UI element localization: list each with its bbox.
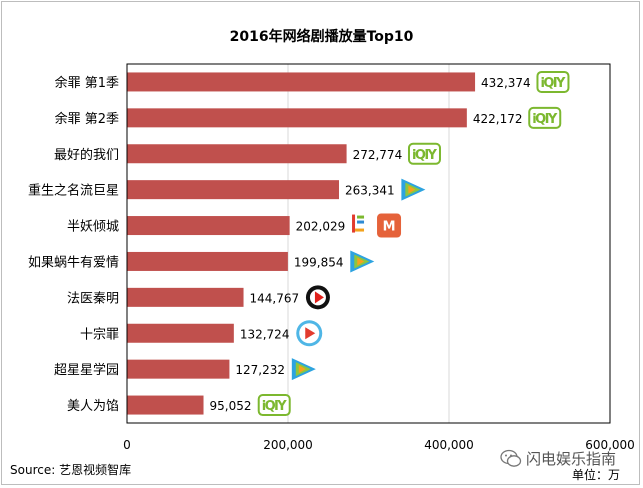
iqiyi-logo-mark: iQIY <box>262 399 288 414</box>
platform-logo-letv+mgtv: M <box>352 213 402 238</box>
value-label: 272,774 <box>353 148 403 162</box>
platform-logo-iqiyi: iQIY <box>257 394 291 417</box>
bar-0 <box>127 72 476 92</box>
iqiyi-logo-mark: iQIY <box>412 148 438 163</box>
iqiyi-logo-frame <box>257 394 291 417</box>
bar-4 <box>127 216 290 236</box>
category-label: 如果蜗牛有爱情 <box>28 254 119 270</box>
value-label: 127,232 <box>235 363 285 377</box>
x-tick-label: 200,000 <box>263 438 313 452</box>
value-label: 263,341 <box>345 184 395 198</box>
category-label: 余罪 第1季 <box>55 75 119 91</box>
platform-logo-tencent-video <box>291 358 316 381</box>
platform-logo-iqiyi: iQIY <box>407 142 441 165</box>
category-label: 重生之名流巨星 <box>28 183 119 199</box>
mgtv-logo-tile <box>377 213 402 238</box>
x-tick-label: 0 <box>123 438 131 452</box>
bar-6 <box>127 287 244 307</box>
value-label: 422,172 <box>473 112 523 126</box>
value-label: 144,767 <box>250 291 300 305</box>
letv-logo-bar-3 <box>357 220 365 224</box>
bar-3 <box>127 180 339 200</box>
tencent-video-logo-front <box>298 365 306 374</box>
tencent-video-logo-front <box>408 185 416 194</box>
platform-logo-iqiyi: iQIY <box>536 70 570 93</box>
chart-title: 2016年网络剧播放量Top10 <box>229 29 414 45</box>
category-label: 超星星学园 <box>54 362 119 378</box>
category-label: 半妖倾城 <box>67 220 119 235</box>
value-label: 132,724 <box>240 327 290 341</box>
bar-5 <box>127 251 288 271</box>
bar-9 <box>127 395 204 415</box>
platform-logo-tencent-video <box>401 178 426 201</box>
platform-logo-sohu-video <box>305 285 330 310</box>
iqiyi-logo-frame <box>407 142 441 165</box>
category-label: 美人为馅 <box>67 399 119 414</box>
bar-7 <box>127 323 234 343</box>
value-label: 199,854 <box>294 255 344 269</box>
x-tick-label: 600,000 <box>585 438 635 452</box>
unit-note: 单位：万 <box>572 468 621 482</box>
wechat-icon <box>500 449 522 467</box>
plot-area-border <box>126 63 611 424</box>
iqiyi-logo-frame <box>528 106 562 129</box>
bar-1 <box>127 108 467 128</box>
value-label: 202,029 <box>296 220 346 234</box>
iqiyi-logo-mark: iQIY <box>540 76 566 91</box>
iqiyi-logo-frame <box>536 70 570 93</box>
category-label: 十宗罪 <box>80 326 119 342</box>
category-label: 余罪 第2季 <box>55 111 119 127</box>
source-note: Source: 艺恩视频智库 <box>10 463 132 477</box>
watermark: 闪电娱乐指南 <box>500 448 616 469</box>
watermark-text: 闪电娱乐指南 <box>526 450 617 468</box>
letv-logo-bar-2 <box>355 228 365 232</box>
tencent-video-logo-front <box>357 257 365 266</box>
bar-2 <box>127 144 347 164</box>
x-tick-label: 400,000 <box>424 438 474 452</box>
value-label: 95,052 <box>210 399 252 413</box>
category-label: 最好的我们 <box>54 147 119 163</box>
letv-logo-bar-4 <box>357 215 365 219</box>
value-label: 432,374 <box>481 76 531 90</box>
category-label: 法医秦明 <box>67 291 119 306</box>
youku-logo-play <box>305 327 316 340</box>
platform-logo-youku <box>296 320 323 347</box>
platform-logo-tencent-video <box>350 250 375 273</box>
bar-8 <box>127 359 230 379</box>
sohu-video-logo-play <box>314 291 324 304</box>
letv-logo-bar-1 <box>352 214 356 233</box>
iqiyi-logo-mark: iQIY <box>532 112 558 127</box>
mgtv-logo-mark: M <box>383 220 396 235</box>
platform-logo-iqiyi: iQIY <box>528 106 562 129</box>
